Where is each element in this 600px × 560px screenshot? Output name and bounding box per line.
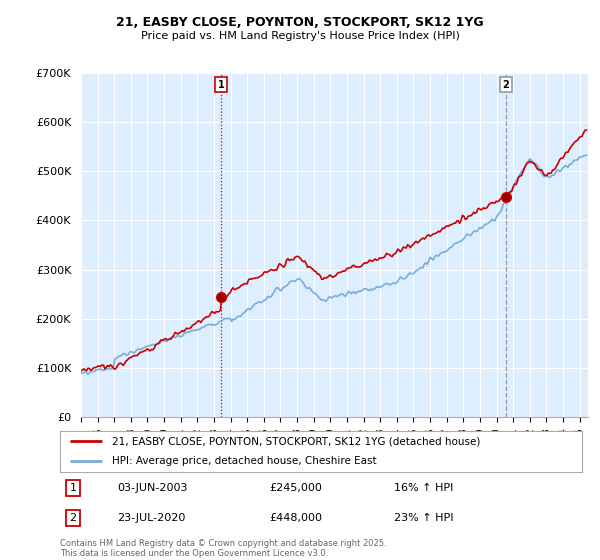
Text: Price paid vs. HM Land Registry's House Price Index (HPI): Price paid vs. HM Land Registry's House … <box>140 31 460 41</box>
Text: £245,000: £245,000 <box>269 483 322 493</box>
Text: 2: 2 <box>70 513 77 523</box>
Text: 21, EASBY CLOSE, POYNTON, STOCKPORT, SK12 1YG (detached house): 21, EASBY CLOSE, POYNTON, STOCKPORT, SK1… <box>112 436 481 446</box>
Text: 23% ↑ HPI: 23% ↑ HPI <box>394 513 454 523</box>
Text: 2: 2 <box>503 80 509 90</box>
Text: £448,000: £448,000 <box>269 513 322 523</box>
Text: 03-JUN-2003: 03-JUN-2003 <box>118 483 188 493</box>
Text: 21, EASBY CLOSE, POYNTON, STOCKPORT, SK12 1YG: 21, EASBY CLOSE, POYNTON, STOCKPORT, SK1… <box>116 16 484 29</box>
Text: 1: 1 <box>70 483 77 493</box>
Text: 1: 1 <box>218 80 224 90</box>
Text: 23-JUL-2020: 23-JUL-2020 <box>118 513 186 523</box>
Text: HPI: Average price, detached house, Cheshire East: HPI: Average price, detached house, Ches… <box>112 456 377 466</box>
Text: 16% ↑ HPI: 16% ↑ HPI <box>394 483 454 493</box>
Text: Contains HM Land Registry data © Crown copyright and database right 2025.
This d: Contains HM Land Registry data © Crown c… <box>60 539 386 558</box>
